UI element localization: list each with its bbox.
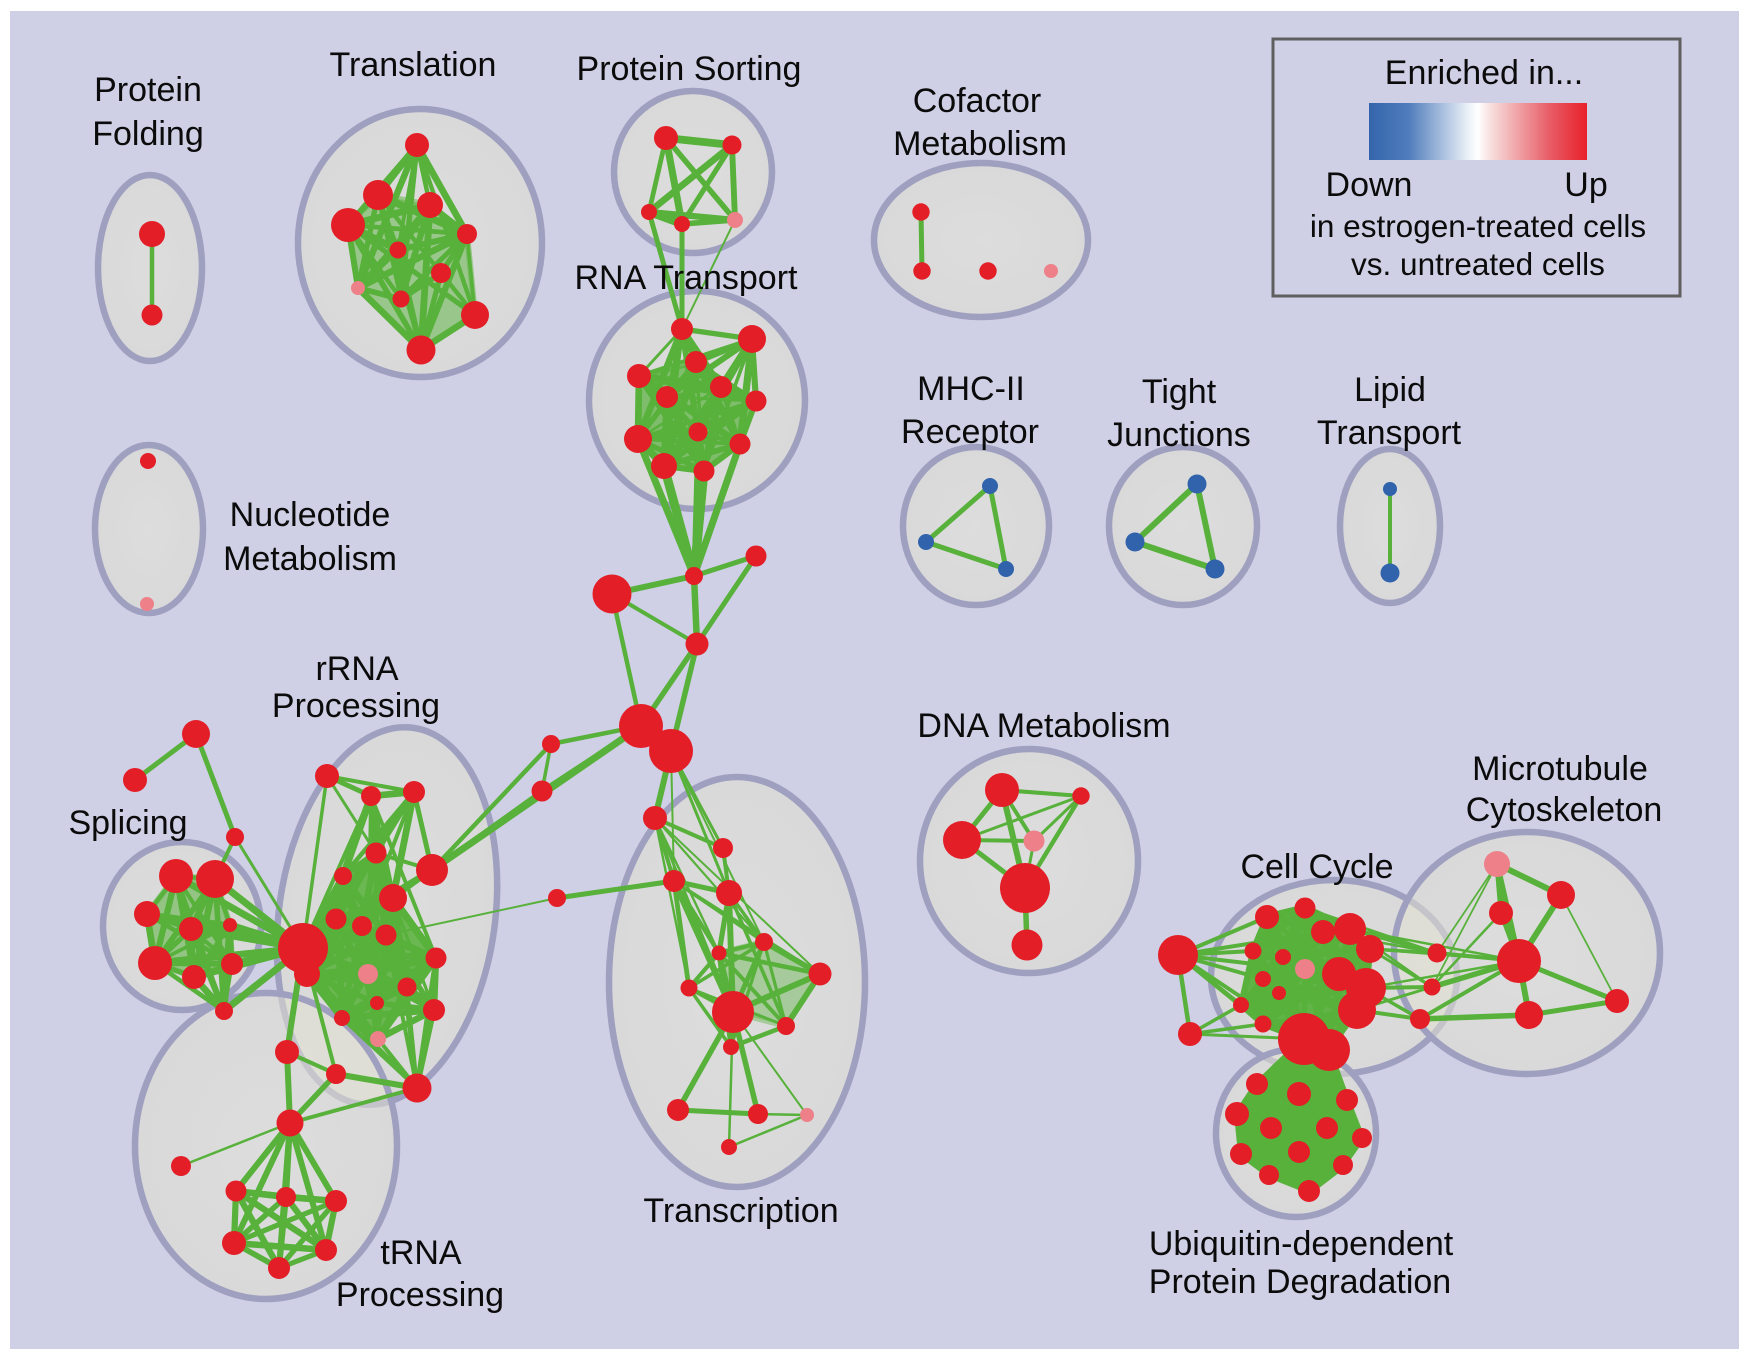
svg-text:Ubiquitin-dependent: Ubiquitin-dependent <box>1149 1225 1454 1263</box>
svg-text:rRNA: rRNA <box>315 650 398 688</box>
svg-text:Tight: Tight <box>1142 373 1217 411</box>
svg-text:Microtubule: Microtubule <box>1472 750 1648 788</box>
svg-text:Metabolism: Metabolism <box>893 125 1067 163</box>
svg-text:Processing: Processing <box>272 687 440 725</box>
svg-text:Down: Down <box>1326 166 1413 204</box>
svg-text:DNA Metabolism: DNA Metabolism <box>917 707 1170 745</box>
svg-text:Enriched in...: Enriched in... <box>1385 54 1583 92</box>
svg-text:Cell Cycle: Cell Cycle <box>1240 848 1393 886</box>
svg-text:tRNA: tRNA <box>380 1234 462 1272</box>
svg-text:Protein: Protein <box>94 71 202 109</box>
svg-text:Metabolism: Metabolism <box>223 540 397 578</box>
svg-text:Folding: Folding <box>92 115 204 153</box>
svg-text:Up: Up <box>1564 166 1607 204</box>
svg-text:Lipid: Lipid <box>1354 371 1426 409</box>
svg-text:Cytoskeleton: Cytoskeleton <box>1466 791 1663 829</box>
svg-text:Cofactor: Cofactor <box>913 82 1042 120</box>
svg-text:vs. untreated cells: vs. untreated cells <box>1351 246 1605 282</box>
svg-text:Receptor: Receptor <box>901 413 1039 451</box>
svg-text:in estrogen-treated cells: in estrogen-treated cells <box>1310 208 1646 244</box>
svg-text:Nucleotide: Nucleotide <box>230 496 391 534</box>
svg-text:RNA Transport: RNA Transport <box>575 259 799 297</box>
svg-text:Protein Sorting: Protein Sorting <box>577 50 802 88</box>
svg-text:Junctions: Junctions <box>1107 416 1251 454</box>
svg-text:Protein Degradation: Protein Degradation <box>1149 1263 1451 1301</box>
svg-text:Splicing: Splicing <box>68 804 187 842</box>
svg-text:Transcription: Transcription <box>643 1192 838 1230</box>
svg-text:MHC-II: MHC-II <box>917 370 1025 408</box>
svg-text:Transport: Transport <box>1317 414 1462 452</box>
svg-text:Processing: Processing <box>336 1276 504 1314</box>
svg-text:Translation: Translation <box>330 46 497 84</box>
